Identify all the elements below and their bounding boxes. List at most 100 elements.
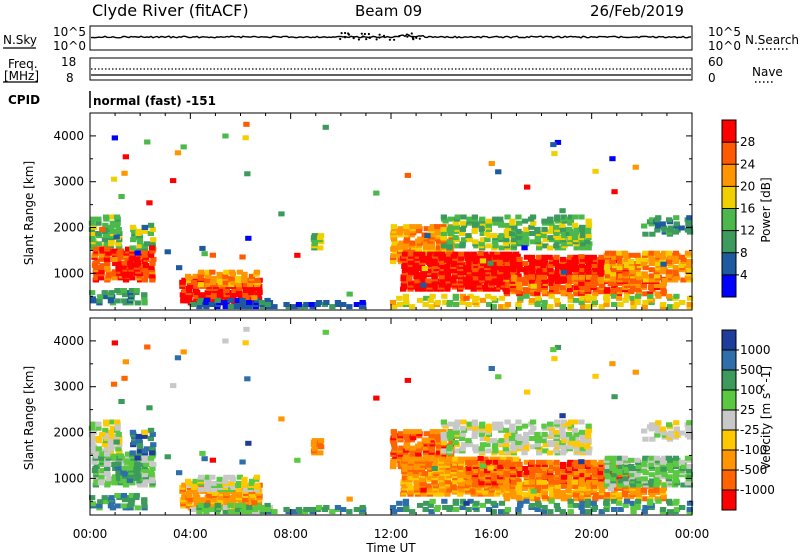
power-cell (114, 298, 121, 304)
nave-tick-top: 60 (708, 55, 723, 69)
power-cell (99, 226, 106, 232)
power-cell (598, 304, 605, 310)
velocity-cell (628, 457, 635, 463)
power-cell (660, 289, 667, 295)
velocity-cell (672, 455, 679, 461)
power-cell (541, 278, 548, 284)
velocity-cell (90, 421, 97, 427)
power-cell (103, 214, 110, 220)
power-cell (571, 235, 579, 241)
power-cell (660, 280, 667, 286)
nsearch-point (367, 32, 370, 36)
velocity-cell (149, 431, 156, 437)
velocity-cell (264, 502, 271, 508)
power-cell (98, 269, 105, 275)
power-cell (503, 222, 510, 228)
power-cell (590, 295, 597, 301)
nsearch-point (393, 38, 396, 41)
velocity-cell (515, 507, 522, 512)
power-cell (434, 300, 441, 305)
power-cell (442, 300, 449, 305)
power-cell (118, 194, 125, 199)
velocity-cell (216, 483, 223, 488)
power-cell (122, 154, 129, 160)
power-cell (216, 271, 223, 277)
velocity-cell (567, 502, 574, 508)
velocity-cell (523, 470, 531, 476)
velocity-cell (459, 431, 466, 437)
power-cell (611, 189, 618, 195)
velocity-cell (560, 474, 568, 480)
power-cell (504, 233, 511, 239)
velocity-cell (125, 451, 132, 457)
velocity-cell (136, 448, 144, 454)
velocity-cbar-tick-label: -1000 (740, 483, 775, 497)
velocity-cell (389, 505, 397, 510)
velocity-cell (515, 419, 522, 425)
velocity-cell (659, 426, 666, 432)
power-cell (404, 172, 411, 178)
power-cell (547, 245, 554, 251)
power-cell (597, 276, 604, 282)
power-cell (479, 254, 487, 260)
velocity-cell (122, 465, 129, 471)
power-cell (397, 302, 404, 307)
velocity-cell (684, 480, 691, 486)
velocity-cbar-segment (722, 390, 736, 411)
power-cell (567, 304, 574, 310)
power-cell (484, 293, 492, 299)
power-cell (239, 254, 246, 260)
velocity-cell (429, 429, 436, 435)
velocity-cell (102, 427, 109, 433)
velocity-cell (89, 436, 96, 441)
velocity-cell (103, 419, 110, 425)
power-cell (99, 263, 106, 269)
velocity-cell (486, 507, 493, 512)
velocity-cell (540, 438, 547, 444)
power-cell (479, 237, 487, 243)
nsearch-point (410, 32, 413, 35)
nsearch-point (347, 32, 350, 35)
power-cell (653, 250, 661, 256)
velocity-cell (571, 419, 579, 425)
power-cell (622, 271, 629, 277)
velocity-cell (585, 468, 592, 474)
velocity-cell (523, 479, 530, 485)
velocity-cell (441, 498, 448, 504)
velocity-cbar-label: Velocity [m s^-1] (759, 366, 773, 470)
power-cell (231, 288, 238, 293)
velocity-cell (504, 507, 512, 512)
power-cell (136, 243, 144, 249)
power-cell (578, 224, 586, 230)
velocity-cell (673, 498, 680, 504)
power-cell (609, 277, 616, 283)
power-cell (121, 298, 128, 304)
power-cell (548, 293, 555, 299)
power-cell (222, 304, 229, 310)
velocity-cell (490, 472, 497, 478)
velocity-cell (660, 494, 667, 500)
power-cell (585, 222, 593, 228)
power-cell (481, 284, 489, 290)
power-cell (459, 226, 466, 232)
power-cell (549, 226, 556, 232)
velocity-cell (216, 476, 223, 482)
power-cbar-segment (722, 120, 736, 143)
power-cell (541, 226, 548, 232)
power-cell (548, 274, 556, 280)
velocity-cell (648, 488, 655, 493)
power-cell (271, 304, 278, 310)
power-cell (686, 259, 693, 264)
velocity-cell (248, 478, 256, 484)
power-cell (609, 156, 616, 162)
power-cell (214, 297, 221, 303)
power-cell (115, 264, 122, 270)
power-cell (578, 263, 585, 269)
velocity-cell (181, 482, 188, 488)
velocity-cell (604, 474, 611, 480)
power-cell (420, 286, 427, 292)
velocity-cell (465, 438, 472, 444)
velocity-cell (591, 479, 599, 485)
power-cell (103, 226, 110, 232)
power-cell (136, 239, 144, 245)
